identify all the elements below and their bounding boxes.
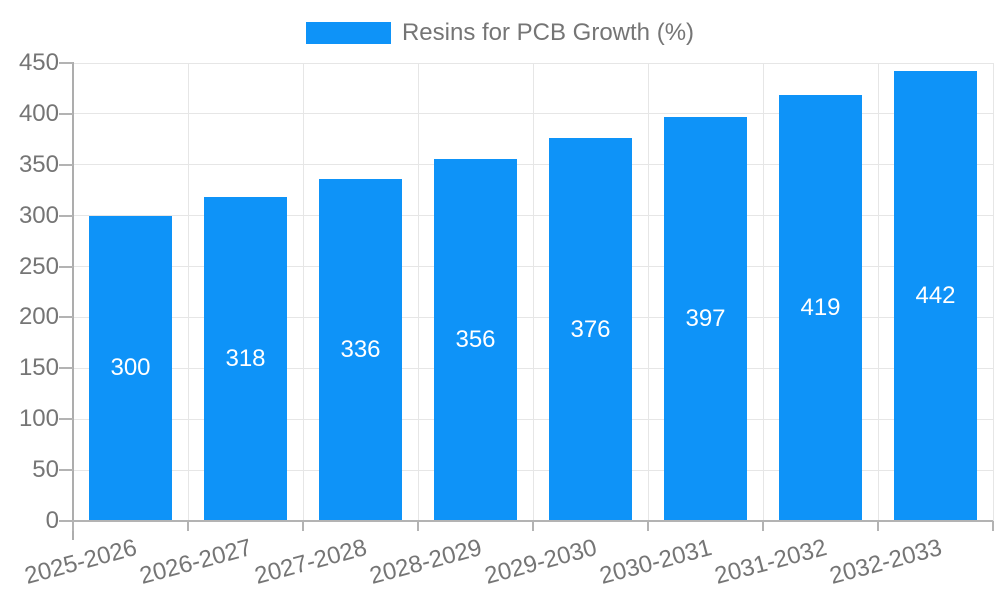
bar-value-label: 300 — [110, 354, 151, 382]
y-axis-tick-label: 50 — [32, 456, 59, 484]
y-axis-tick-label: 0 — [45, 507, 59, 534]
bar-value-label: 356 — [455, 325, 496, 353]
gridline-vertical — [187, 63, 189, 521]
gridline-vertical — [302, 63, 304, 521]
y-tick-mark — [59, 418, 73, 421]
x-tick-mark — [992, 521, 994, 531]
gridline-vertical — [877, 63, 879, 521]
y-tick-mark — [59, 163, 73, 166]
y-tick-mark — [59, 469, 73, 472]
y-tick-mark — [59, 367, 73, 370]
y-axis-line — [72, 62, 74, 540]
x-tick-mark — [72, 521, 74, 531]
y-axis-tick-label: 200 — [18, 303, 59, 331]
y-axis-tick-label: 450 — [18, 49, 59, 76]
y-tick-mark — [59, 112, 73, 115]
bar — [664, 116, 747, 521]
bar-value-label: 318 — [225, 345, 266, 373]
y-tick-mark — [59, 520, 73, 522]
x-tick-mark — [647, 521, 649, 531]
x-tick-mark — [187, 521, 189, 531]
y-tick-mark — [59, 316, 73, 319]
bar — [204, 197, 287, 521]
bar — [549, 138, 632, 521]
bar — [779, 94, 862, 521]
bar — [894, 71, 977, 521]
x-tick-mark — [302, 521, 304, 531]
legend-swatch — [305, 22, 391, 44]
bar-value-label: 419 — [800, 293, 841, 321]
gridline-vertical — [992, 63, 994, 521]
chart-legend[interactable]: Resins for PCB Growth (%) — [0, 20, 1000, 46]
gridline-vertical — [532, 63, 534, 521]
gridline-vertical — [417, 63, 419, 521]
y-axis-tick-label: 150 — [18, 354, 59, 382]
y-tick-mark — [59, 62, 73, 64]
legend-label: Resins for PCB Growth (%) — [401, 19, 695, 46]
x-tick-mark — [762, 521, 764, 531]
x-tick-mark — [417, 521, 419, 531]
y-axis-tick-label: 250 — [18, 252, 59, 280]
bar — [89, 215, 172, 521]
y-axis-tick-label: 400 — [18, 99, 59, 127]
y-tick-mark — [59, 214, 73, 217]
y-axis-tick-label: 300 — [18, 201, 59, 229]
x-tick-mark — [877, 521, 879, 531]
bar — [434, 158, 517, 521]
y-axis-tick-label: 100 — [18, 405, 59, 433]
bar-value-label: 442 — [915, 282, 956, 310]
bar-value-label: 397 — [685, 304, 726, 332]
bar-value-label: 376 — [570, 315, 611, 343]
gridline-vertical — [762, 63, 764, 521]
bar-value-label: 336 — [340, 336, 381, 363]
y-tick-mark — [59, 265, 73, 268]
gridline-vertical — [647, 63, 649, 521]
bar — [319, 179, 402, 521]
x-tick-mark — [532, 521, 534, 531]
y-axis-tick-label: 350 — [18, 150, 59, 178]
